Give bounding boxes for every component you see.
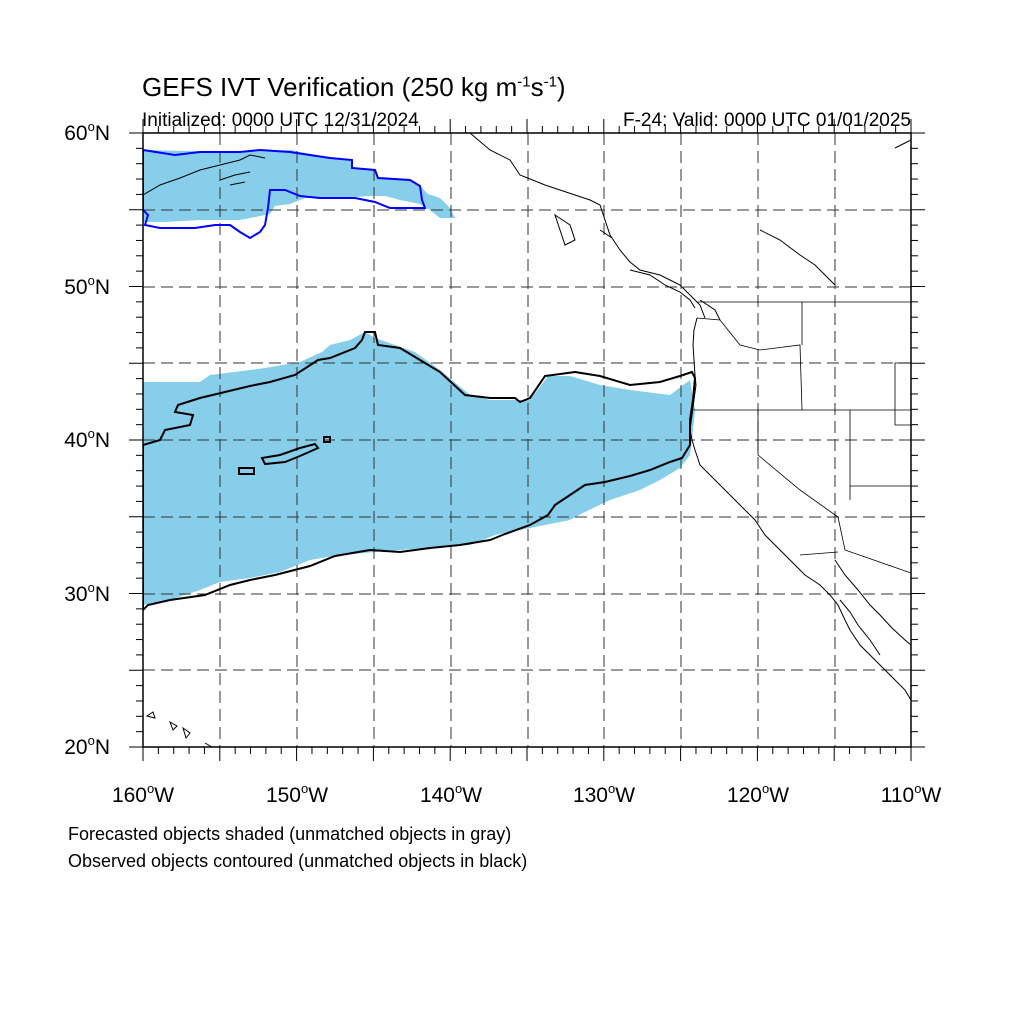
alaska-coast <box>469 133 706 319</box>
map-title: GEFS IVT Verification (250 kg m-1s-1) <box>142 72 566 102</box>
coastlines <box>143 133 911 747</box>
lon-label-120: 120oW <box>726 781 790 807</box>
nw-corner <box>894 139 911 149</box>
observed-object-small-2 <box>238 467 255 475</box>
lat-label-30: 30oN <box>64 580 110 606</box>
lon-label-160: 160oW <box>111 781 175 807</box>
grid-lines <box>143 133 911 747</box>
observed-object-small-1 <box>260 442 320 466</box>
lon-label-140: 140oW <box>419 781 483 807</box>
canada-mainland <box>759 229 836 286</box>
observed-objects <box>143 148 697 612</box>
forecast-object-main <box>143 332 695 605</box>
valid-time: F-24: Valid: 0000 UTC 01/01/2025 <box>623 110 911 131</box>
baja-inner <box>839 599 881 656</box>
bc-islands <box>629 269 721 321</box>
lat-label-60: 60oN <box>64 119 110 145</box>
us-west-coast <box>689 317 911 701</box>
legend-forecast-note: Forecasted objects shaded (unmatched obj… <box>68 824 512 844</box>
axis-ticks <box>129 119 925 761</box>
observed-object-north-matched <box>143 148 427 240</box>
lat-label-50: 50oN <box>64 273 110 299</box>
lat-label-40: 40oN <box>64 426 110 452</box>
lon-label-110: 110oW <box>880 781 942 807</box>
observed-object-main-unmatched <box>143 331 697 612</box>
observed-object-small-3 <box>323 436 331 443</box>
alaska-peninsula <box>143 154 266 196</box>
lon-label-130: 130oW <box>572 781 636 807</box>
hawaii-islands <box>145 711 213 747</box>
lat-label-20: 20oN <box>64 733 110 759</box>
alaska-islands <box>219 171 613 246</box>
lon-label-150: 150oW <box>265 781 329 807</box>
forecast-object-north <box>143 150 455 222</box>
forecast-objects <box>143 150 695 605</box>
baja-coast <box>834 559 911 646</box>
legend-observed-note: Observed objects contoured (unmatched ob… <box>68 851 528 871</box>
state-borders <box>693 301 911 574</box>
initialized-time: Initialized: 0000 UTC 12/31/2024 <box>142 110 419 131</box>
